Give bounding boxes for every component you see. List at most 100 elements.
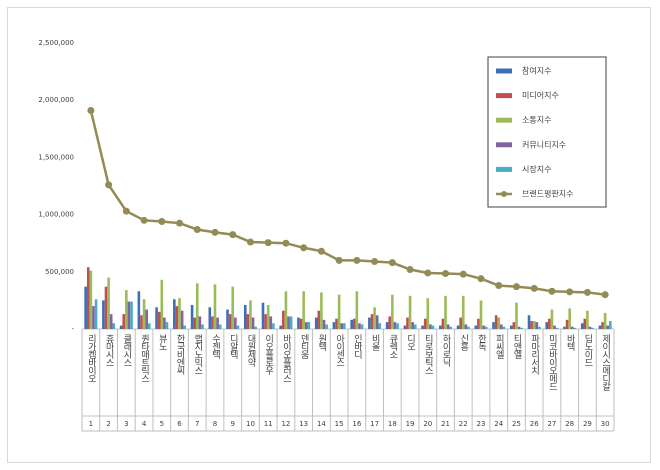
bar xyxy=(279,325,283,329)
bar xyxy=(130,301,133,329)
bar xyxy=(568,308,571,329)
bar xyxy=(228,314,232,329)
bar xyxy=(563,326,566,329)
bar xyxy=(89,270,93,329)
line-marker xyxy=(317,247,325,255)
rank-label: 16 xyxy=(352,420,361,428)
bar xyxy=(429,324,432,329)
bar xyxy=(307,322,311,329)
bar xyxy=(408,295,412,329)
x-tick-label: 수젠텍 xyxy=(210,334,220,360)
legend-swatch xyxy=(496,142,512,148)
bar xyxy=(479,300,483,329)
bar xyxy=(439,325,442,329)
bar xyxy=(411,322,414,329)
rank-label: 6 xyxy=(177,420,182,428)
line-marker xyxy=(406,266,414,274)
bar xyxy=(175,306,179,329)
bar xyxy=(211,316,214,329)
line-marker xyxy=(424,269,432,277)
x-tick-label: 딥노이드 xyxy=(582,333,592,366)
legend-swatch xyxy=(496,117,512,123)
line-marker xyxy=(442,270,450,278)
rank-label: 23 xyxy=(477,420,486,428)
rank-label: 8 xyxy=(213,420,217,428)
rank-label: 10 xyxy=(246,420,255,428)
bar xyxy=(494,315,498,329)
line-marker xyxy=(583,288,591,296)
bar xyxy=(213,284,217,329)
bar xyxy=(322,319,326,329)
bar xyxy=(266,304,270,329)
bar xyxy=(588,326,592,329)
bar xyxy=(548,318,551,329)
bar xyxy=(272,323,275,329)
bar xyxy=(226,309,229,329)
bar xyxy=(178,298,181,329)
bar xyxy=(145,309,148,329)
bar xyxy=(464,324,468,329)
x-tick-label: 미코바이오메드 xyxy=(547,334,557,390)
bar xyxy=(325,324,328,329)
x-tick-label: 뷰노 xyxy=(157,334,167,350)
bar xyxy=(520,327,523,329)
bar xyxy=(360,324,364,329)
bar xyxy=(125,290,128,329)
bar xyxy=(553,325,556,329)
rank-label: 20 xyxy=(423,420,432,428)
bar xyxy=(84,286,87,329)
bar xyxy=(147,323,151,329)
bar xyxy=(385,322,389,329)
x-tick-label: 대원제약 xyxy=(245,334,255,368)
bar xyxy=(512,322,516,329)
bar xyxy=(586,310,589,329)
bar xyxy=(413,324,417,329)
bar xyxy=(370,314,374,329)
x-tick-label: 하이로닉 xyxy=(441,334,451,368)
bar xyxy=(109,314,113,329)
bar xyxy=(94,299,98,329)
x-tick-label: 바이오플러스 xyxy=(281,334,291,382)
rank-label: 14 xyxy=(317,420,326,428)
bar xyxy=(431,325,435,329)
line-marker xyxy=(176,219,184,227)
x-tick-label: 한국비엔씨 xyxy=(175,334,185,375)
legend-swatch xyxy=(496,166,512,172)
bar xyxy=(565,319,569,329)
bar xyxy=(375,315,379,329)
bar xyxy=(573,327,577,329)
bar xyxy=(517,326,521,329)
y-tick-label: 1,500,000 xyxy=(38,153,74,161)
bar xyxy=(550,309,554,329)
x-tick-label: 바텍 xyxy=(565,334,575,352)
rank-label: 28 xyxy=(565,420,574,428)
bar xyxy=(195,283,199,329)
line-marker xyxy=(193,225,201,233)
bar xyxy=(302,291,305,329)
bar xyxy=(446,324,450,329)
y-tick-label: 500,000 xyxy=(45,268,74,276)
legend-label: 참여지수 xyxy=(522,66,551,76)
bar xyxy=(86,267,90,329)
bar xyxy=(456,325,460,329)
rank-label: 11 xyxy=(264,420,273,428)
bar xyxy=(314,317,318,329)
bar xyxy=(500,324,503,329)
bar xyxy=(492,322,495,329)
bar xyxy=(509,325,513,329)
bar xyxy=(140,315,143,329)
rank-label: 21 xyxy=(441,420,450,428)
rank-label: 22 xyxy=(459,420,468,428)
bar xyxy=(378,323,382,329)
bar xyxy=(444,295,447,329)
line-marker xyxy=(601,291,609,299)
bar xyxy=(421,325,424,329)
bar xyxy=(320,292,323,329)
x-tick-label: 한독 xyxy=(476,334,486,352)
rank-label: 3 xyxy=(124,420,128,428)
bar xyxy=(591,327,594,329)
bar xyxy=(107,277,110,329)
y-tick-label: 2,000,000 xyxy=(38,96,74,104)
bar xyxy=(598,325,602,329)
bar xyxy=(350,319,353,329)
